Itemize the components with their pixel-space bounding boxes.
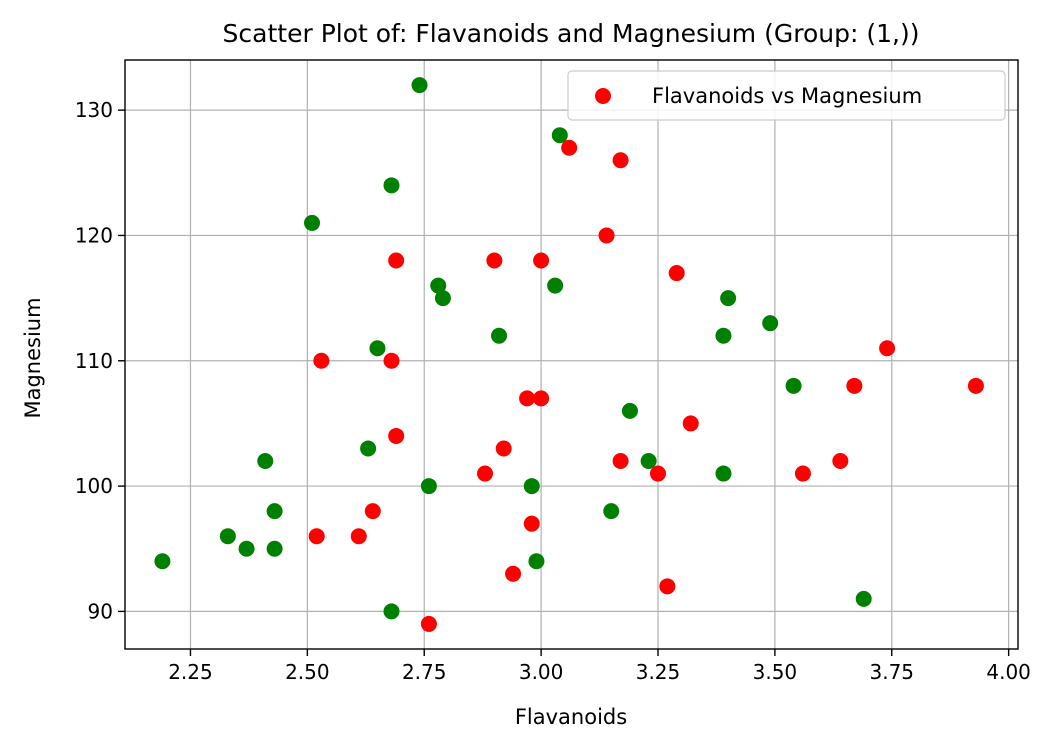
scatter-point bbox=[369, 340, 386, 357]
scatter-point bbox=[308, 528, 325, 545]
series-red bbox=[308, 139, 984, 632]
scatter-point bbox=[388, 427, 405, 444]
legend-marker-red bbox=[595, 88, 611, 104]
scatter-point bbox=[266, 540, 283, 557]
scatter-point bbox=[715, 327, 732, 344]
scatter-point bbox=[879, 340, 896, 357]
scatter-point bbox=[832, 453, 849, 470]
scatter-point bbox=[430, 277, 447, 294]
y-tick-label: 100 bbox=[75, 474, 113, 498]
legend: Flavanoids vs Magnesium bbox=[567, 70, 1006, 121]
scatter-point bbox=[603, 503, 620, 520]
y-tick-label: 110 bbox=[75, 349, 113, 373]
scatter-point bbox=[785, 377, 802, 394]
scatter-point bbox=[383, 603, 400, 620]
scatter-point bbox=[477, 465, 494, 482]
x-axis-label: Flavanoids bbox=[515, 705, 627, 729]
scatter-point bbox=[967, 377, 984, 394]
scatter-point bbox=[495, 440, 512, 457]
scatter-point bbox=[533, 390, 550, 407]
data-points bbox=[154, 77, 984, 632]
scatter-point bbox=[491, 327, 508, 344]
x-tick-label: 2.50 bbox=[285, 660, 330, 684]
legend-box bbox=[567, 70, 1006, 121]
scatter-point bbox=[420, 478, 437, 495]
scatter-point bbox=[219, 528, 236, 545]
scatter-point bbox=[388, 252, 405, 269]
x-tick-label: 3.50 bbox=[753, 660, 798, 684]
scatter-point bbox=[621, 402, 638, 419]
scatter-point bbox=[383, 352, 400, 369]
scatter-point bbox=[533, 252, 550, 269]
scatter-point bbox=[649, 465, 666, 482]
grid-lines bbox=[125, 60, 1018, 649]
x-tick-label: 2.75 bbox=[402, 660, 447, 684]
x-tick-label: 3.75 bbox=[869, 660, 914, 684]
x-tick-label: 4.00 bbox=[986, 660, 1031, 684]
scatter-point bbox=[360, 440, 377, 457]
y-axis-label: Magnesium bbox=[21, 297, 45, 418]
scatter-point bbox=[523, 478, 540, 495]
scatter-point bbox=[612, 152, 629, 169]
scatter-point bbox=[561, 139, 578, 156]
scatter-point bbox=[846, 377, 863, 394]
scatter-point bbox=[434, 290, 451, 307]
scatter-point bbox=[762, 315, 779, 332]
scatter-point bbox=[486, 252, 503, 269]
scatter-point bbox=[523, 515, 540, 532]
scatter-point bbox=[547, 277, 564, 294]
x-tick-label: 2.25 bbox=[168, 660, 213, 684]
scatter-point bbox=[720, 290, 737, 307]
y-tick-label: 120 bbox=[75, 223, 113, 247]
scatter-point bbox=[612, 453, 629, 470]
scatter-point bbox=[238, 540, 255, 557]
scatter-point bbox=[350, 528, 367, 545]
scatter-point bbox=[420, 615, 437, 632]
x-tick-label: 3.25 bbox=[636, 660, 681, 684]
scatter-point bbox=[668, 265, 685, 282]
x-tick-label: 3.00 bbox=[519, 660, 564, 684]
series-green bbox=[154, 77, 872, 620]
scatter-point bbox=[794, 465, 811, 482]
scatter-point bbox=[640, 453, 657, 470]
scatter-point bbox=[519, 390, 536, 407]
scatter-point bbox=[598, 227, 615, 244]
scatter-point bbox=[528, 553, 545, 570]
chart-title: Scatter Plot of: Flavanoids and Magnesiu… bbox=[223, 19, 920, 48]
scatter-point bbox=[855, 590, 872, 607]
scatter-point bbox=[154, 553, 171, 570]
scatter-point bbox=[266, 503, 283, 520]
plot-area-frame bbox=[124, 59, 1019, 650]
scatter-point bbox=[364, 503, 381, 520]
y-tick-label: 90 bbox=[88, 599, 113, 623]
scatter-point bbox=[682, 415, 699, 432]
scatter-point bbox=[551, 127, 568, 144]
scatter-point bbox=[505, 565, 522, 582]
scatter-point bbox=[411, 77, 428, 94]
scatter-point bbox=[383, 177, 400, 194]
axis-ticks: 2.25 2.50 2.75 3.00 3.25 3.50 3.75 4.00 90 100 110… bbox=[75, 98, 1031, 684]
y-tick-label: 130 bbox=[75, 98, 113, 122]
scatter-point bbox=[313, 352, 330, 369]
scatter-point bbox=[715, 465, 732, 482]
scatter-point bbox=[304, 214, 321, 231]
scatter-point bbox=[659, 578, 676, 595]
legend-entry-label: Flavanoids vs Magnesium bbox=[652, 84, 922, 108]
scatter-point bbox=[257, 453, 274, 470]
